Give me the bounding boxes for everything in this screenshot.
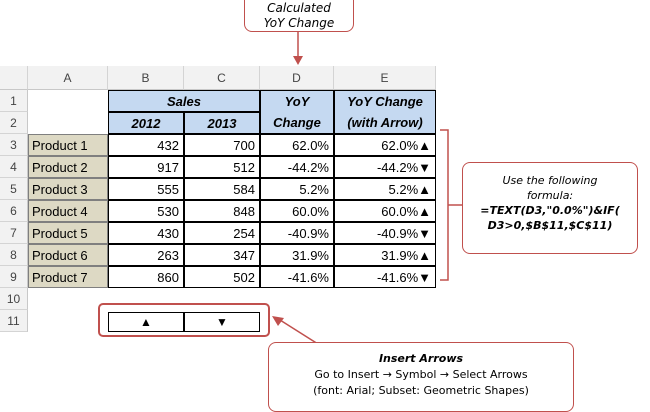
yoy-change-cell[interactable]: 62.0% xyxy=(260,134,334,156)
yoy-arrow-cell[interactable]: 62.0%▲ xyxy=(334,134,436,156)
yoy-header-line2: Change xyxy=(273,115,321,130)
callout-calculated-yoy: Calculated YoY Change xyxy=(244,0,354,32)
down-arrow-icon xyxy=(293,32,303,65)
yoy-arrow-cell[interactable]: 31.9%▲ xyxy=(334,244,436,266)
year-2012-header[interactable]: 2012 xyxy=(108,112,184,134)
yoy-change-cell[interactable]: 5.2% xyxy=(260,178,334,200)
row-header-7[interactable]: 7 xyxy=(0,222,28,244)
arrow-header-line2: (with Arrow) xyxy=(347,115,423,130)
yoy-arrow-cell[interactable]: 60.0%▲ xyxy=(334,200,436,222)
arrow-header-line1: YoY Change xyxy=(347,94,423,109)
yoy-change-cell[interactable]: -40.9% xyxy=(260,222,334,244)
sales-2013-cell[interactable]: 512 xyxy=(184,156,260,178)
year-2013-header[interactable]: 2013 xyxy=(184,112,260,134)
bracket-connector xyxy=(440,129,462,281)
product-name-cell[interactable]: Product 7 xyxy=(28,266,108,288)
sales-2012-cell[interactable]: 555 xyxy=(108,178,184,200)
yoy-arrow-cell[interactable]: -44.2%▼ xyxy=(334,156,436,178)
sales-2013-cell[interactable]: 502 xyxy=(184,266,260,288)
sales-2012-cell[interactable]: 432 xyxy=(108,134,184,156)
callout-right-line2: formula: xyxy=(526,189,574,202)
callout-bottom-line1: Go to Insert → Symbol → Select Arrows xyxy=(314,368,528,381)
sales-2013-cell[interactable]: 700 xyxy=(184,134,260,156)
column-header-c[interactable]: C xyxy=(184,66,260,90)
yoy-header-line1: YoY xyxy=(284,94,310,109)
column-header-b[interactable]: B xyxy=(108,66,184,90)
row-header-6[interactable]: 6 xyxy=(0,200,28,222)
row-header-1[interactable]: 1 xyxy=(0,90,28,112)
row-header-2[interactable]: 2 xyxy=(0,112,28,134)
up-arrow-cell[interactable]: ▲ xyxy=(108,312,184,332)
select-all-corner[interactable] xyxy=(0,66,28,90)
yoy-change-cell[interactable]: -41.6% xyxy=(260,266,334,288)
product-name-cell[interactable]: Product 6 xyxy=(28,244,108,266)
sales-2013-cell[interactable]: 848 xyxy=(184,200,260,222)
yoy-arrow-cell[interactable]: -40.9%▼ xyxy=(334,222,436,244)
row-header-5[interactable]: 5 xyxy=(0,178,28,200)
yoy-change-header[interactable]: YoY Change xyxy=(260,90,334,134)
sales-2012-cell[interactable]: 917 xyxy=(108,156,184,178)
row-header-4[interactable]: 4 xyxy=(0,156,28,178)
yoy-change-cell[interactable]: -44.2% xyxy=(260,156,334,178)
left-arrow-icon xyxy=(272,316,319,345)
sales-2013-cell[interactable]: 584 xyxy=(184,178,260,200)
product-name-cell[interactable]: Product 2 xyxy=(28,156,108,178)
callout-insert-arrows: Insert Arrows Go to Insert → Symbol → Se… xyxy=(268,342,574,412)
row-header-3[interactable]: 3 xyxy=(0,134,28,156)
sales-header[interactable]: Sales xyxy=(108,90,260,112)
row-header-10[interactable]: 10 xyxy=(0,288,28,310)
column-header-e[interactable]: E xyxy=(334,66,436,90)
arrow-symbols-highlight xyxy=(98,303,270,337)
sales-2012-cell[interactable]: 530 xyxy=(108,200,184,222)
callout-formula-line1: =TEXT(D3,"0.0%")&IF( xyxy=(480,204,620,217)
yoy-arrow-header[interactable]: YoY Change (with Arrow) xyxy=(334,90,436,134)
column-header-a[interactable]: A xyxy=(28,66,108,90)
down-arrow-cell[interactable]: ▼ xyxy=(184,312,260,332)
callout-right-line1: Use the following xyxy=(502,174,598,187)
callout-top-line1: Calculated xyxy=(267,1,331,15)
product-name-cell[interactable]: Product 5 xyxy=(28,222,108,244)
sales-2012-cell[interactable]: 263 xyxy=(108,244,184,266)
row-header-8[interactable]: 8 xyxy=(0,244,28,266)
product-name-cell[interactable]: Product 4 xyxy=(28,200,108,222)
yoy-arrow-cell[interactable]: 5.2%▲ xyxy=(334,178,436,200)
callout-bottom-line2: (font: Arial; Subset: Geometric Shapes) xyxy=(313,384,529,397)
callout-bottom-title: Insert Arrows xyxy=(378,352,464,365)
callout-top-line2: YoY Change xyxy=(263,16,335,30)
sales-2012-cell[interactable]: 860 xyxy=(108,266,184,288)
product-name-cell[interactable]: Product 3 xyxy=(28,178,108,200)
column-header-d[interactable]: D xyxy=(260,66,334,90)
yoy-change-cell[interactable]: 60.0% xyxy=(260,200,334,222)
sales-2013-cell[interactable]: 254 xyxy=(184,222,260,244)
sales-2013-cell[interactable]: 347 xyxy=(184,244,260,266)
yoy-change-cell[interactable]: 31.9% xyxy=(260,244,334,266)
row-header-11[interactable]: 11 xyxy=(0,310,28,332)
callout-formula-line2: D3>0,$B$11,$C$11) xyxy=(487,219,613,232)
sales-2012-cell[interactable]: 430 xyxy=(108,222,184,244)
callout-formula: Use the following formula: =TEXT(D3,"0.0… xyxy=(462,162,638,254)
yoy-arrow-cell[interactable]: -41.6%▼ xyxy=(334,266,436,288)
row-header-9[interactable]: 9 xyxy=(0,266,28,288)
product-name-cell[interactable]: Product 1 xyxy=(28,134,108,156)
